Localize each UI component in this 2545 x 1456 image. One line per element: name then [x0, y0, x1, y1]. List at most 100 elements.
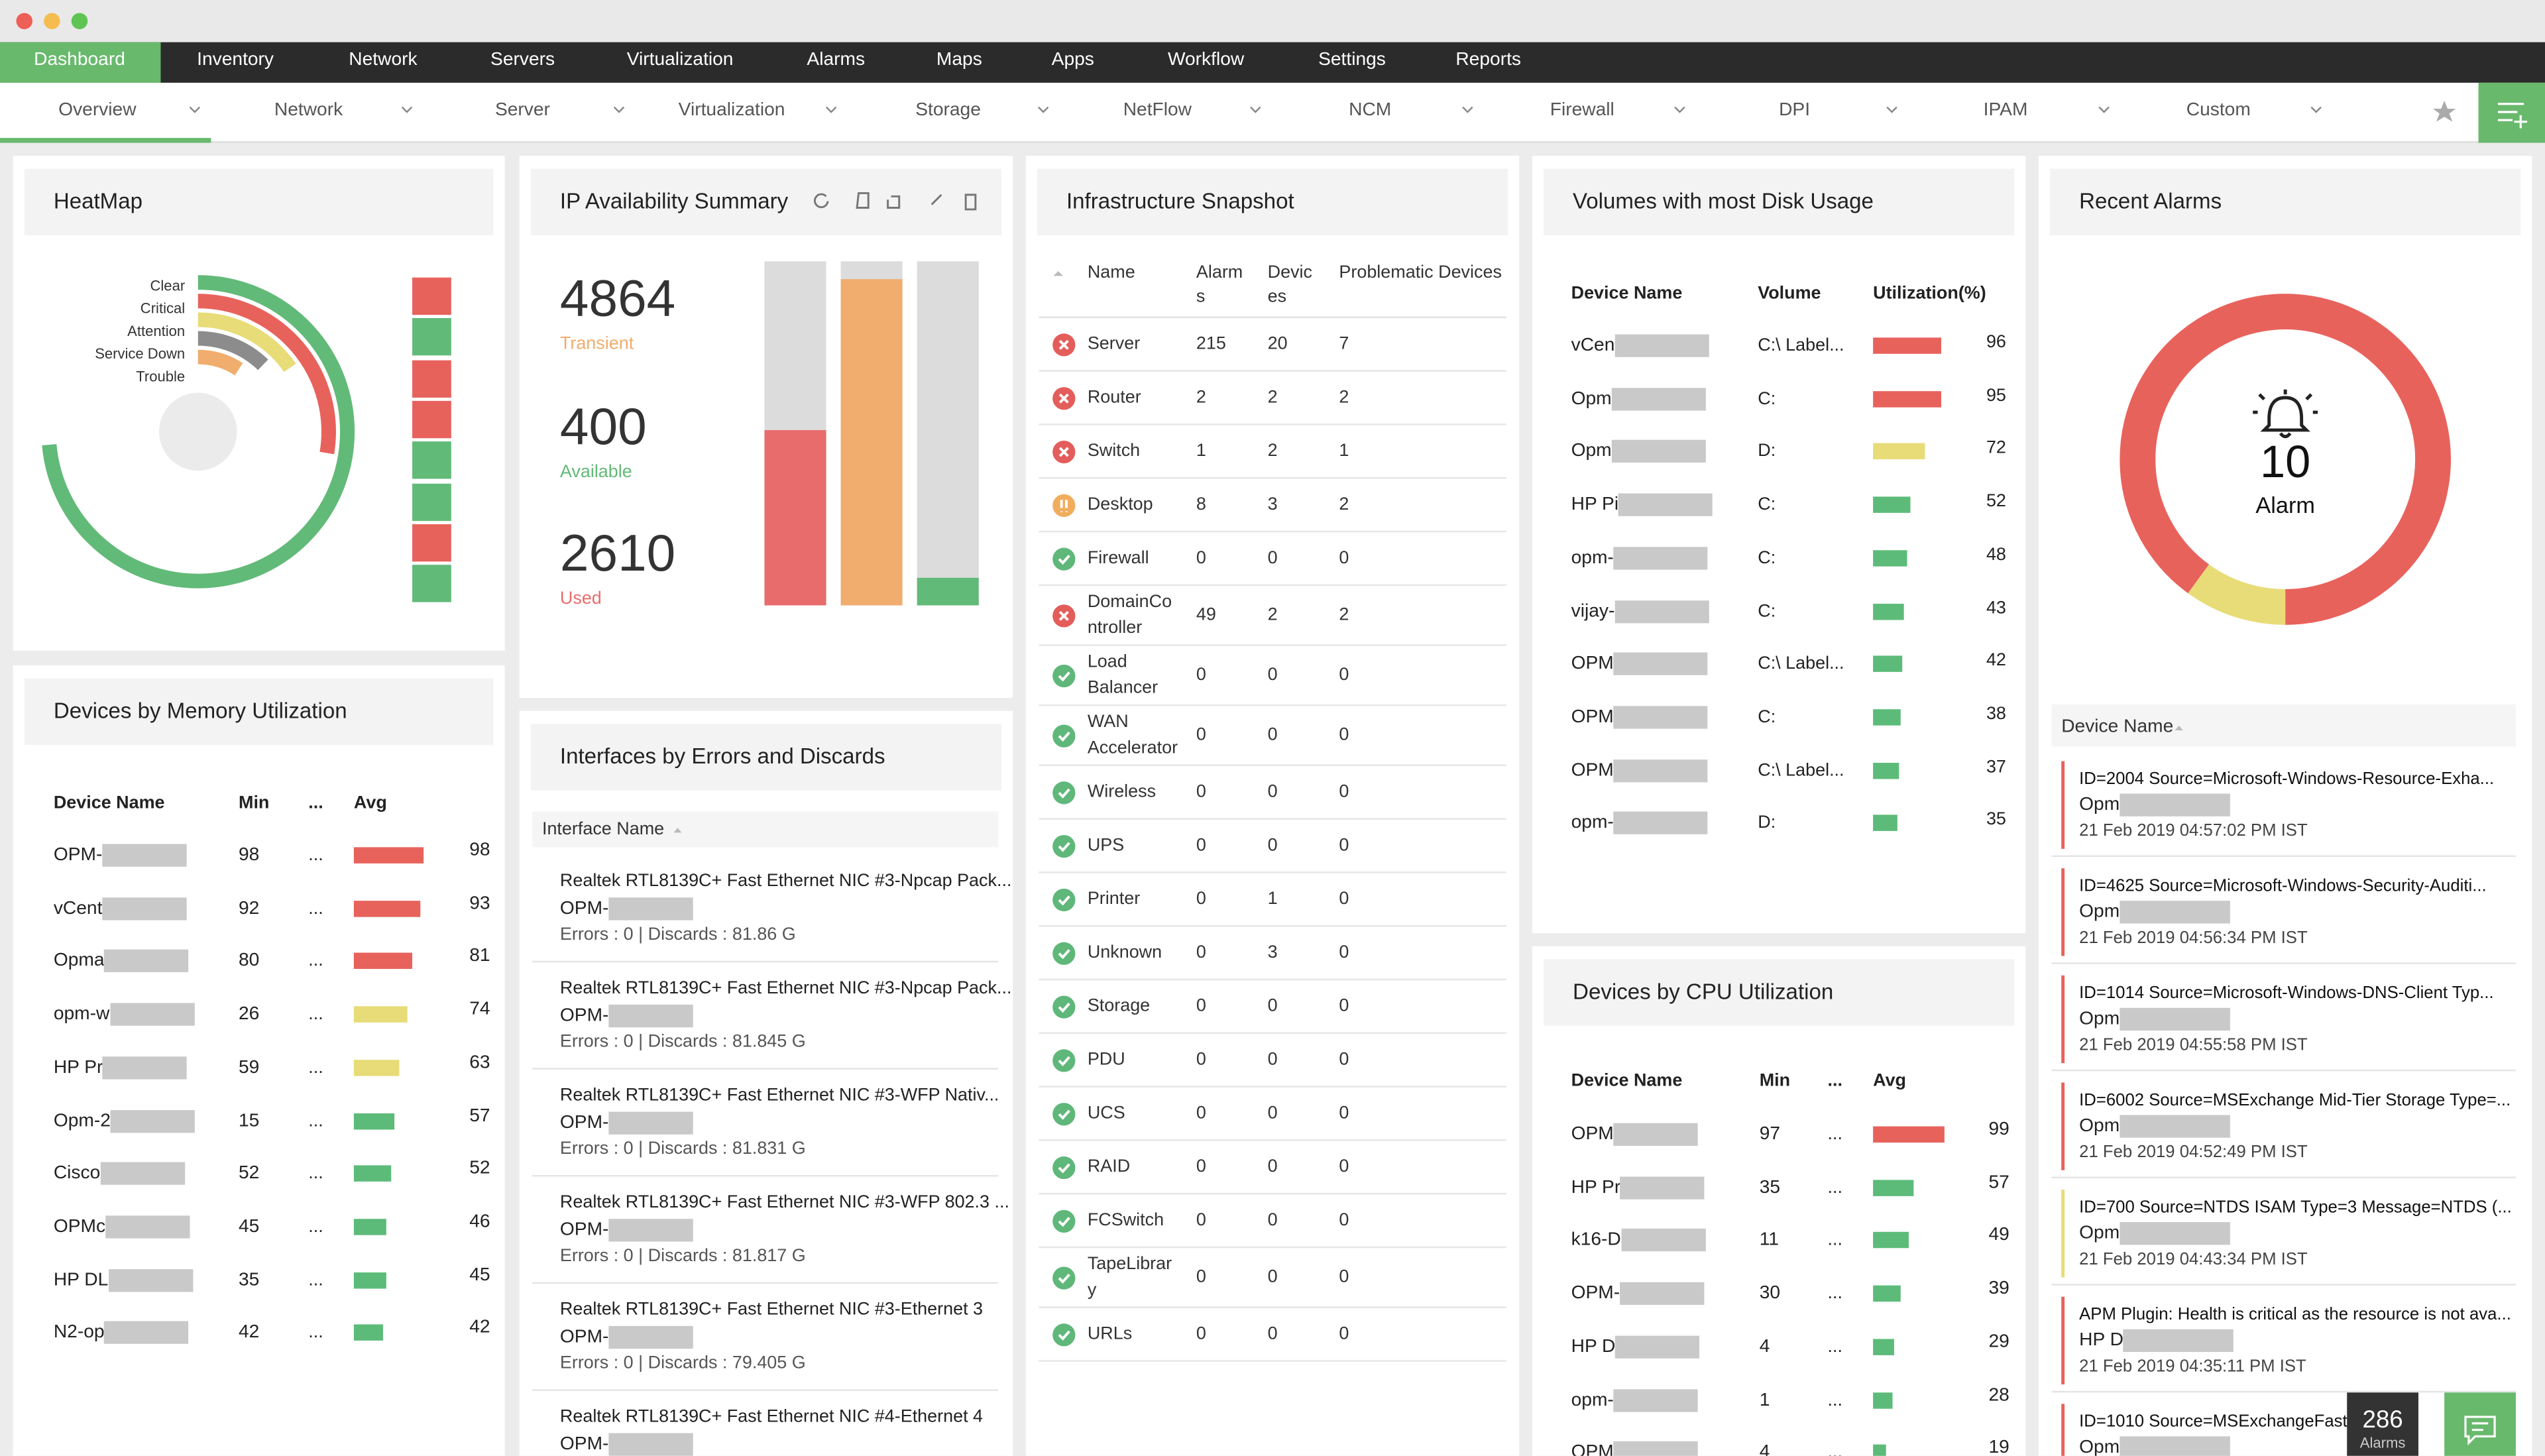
alarm-message[interactable]: ID=1014 Source=Microsoft-Windows-DNS-Cli…	[2079, 983, 2494, 1003]
main-nav-item[interactable]: Network	[349, 50, 418, 70]
alarm-badge-count[interactable]: 286	[2362, 1406, 2403, 1434]
heatmap-cell[interactable]	[412, 524, 451, 561]
heatmap-cell[interactable]	[412, 482, 451, 520]
table-row[interactable]: Storage 0 0 0	[1039, 980, 1506, 1035]
table-row[interactable]: FCSwitch 0 0 0	[1039, 1194, 1506, 1249]
table-row[interactable]: Router 2 2 2	[1039, 372, 1506, 425]
heatmap-cell[interactable]	[412, 400, 451, 438]
sub-nav-item[interactable]: DPI	[1779, 100, 1811, 121]
device-name-cell: opm-	[1571, 812, 1708, 835]
sub-nav-item[interactable]: NCM	[1349, 100, 1392, 121]
alarm-message[interactable]: ID=4625 Source=Microsoft-Windows-Securit…	[2079, 876, 2487, 896]
interface-name[interactable]: Realtek RTL8139C+ Fast Ethernet NIC #3-E…	[559, 1300, 984, 1320]
main-nav-item[interactable]: Workflow	[1167, 50, 1245, 70]
status-cell	[1039, 386, 1087, 410]
add-widget-button[interactable]	[2478, 82, 2545, 143]
status-dot	[1051, 1266, 1075, 1289]
min-value: 52	[239, 1164, 260, 1184]
interface-name[interactable]: Realtek RTL8139C+ Fast Ethernet NIC #3-W…	[559, 1086, 999, 1105]
main-nav-item[interactable]: Settings	[1318, 50, 1386, 70]
column-header[interactable]: Devices	[1267, 262, 1313, 307]
main-nav-item[interactable]: Virtualization	[626, 50, 734, 70]
heatmap-cell[interactable]	[412, 359, 451, 398]
sub-nav-item[interactable]: Overview	[58, 100, 137, 121]
interface-name[interactable]: Realtek RTL8139C+ Fast Ethernet NIC #3-N…	[559, 978, 1012, 999]
sub-nav-item[interactable]: NetFlow	[1123, 100, 1192, 121]
utilization-value: 37	[1986, 757, 2006, 777]
table-row[interactable]: WAN Accelerator 0 0 0	[1039, 706, 1506, 766]
main-nav-item[interactable]: Alarms	[807, 50, 866, 70]
heatmap-cell[interactable]	[412, 318, 451, 357]
column-header[interactable]: Name	[1087, 262, 1135, 283]
heatmap-cell[interactable]	[412, 277, 451, 315]
device-name-cell: vCen	[1571, 334, 1709, 357]
panel-header	[24, 678, 494, 746]
sub-nav-item[interactable]: Custom	[2186, 100, 2251, 121]
alarm-message[interactable]: ID=6002 Source=MSExchange Mid-Tier Stora…	[2079, 1090, 2511, 1111]
main-nav-item[interactable]: Maps	[936, 50, 982, 70]
heatmap-cell[interactable]	[412, 441, 451, 479]
separator	[532, 1175, 999, 1177]
main-nav-item[interactable]: Reports	[1455, 50, 1522, 70]
status-glyph	[1059, 499, 1067, 512]
heatmap-cell[interactable]	[412, 565, 451, 602]
alarm-time: 21 Feb 2019 04:43:34 PM IST	[2079, 1249, 2308, 1270]
alarm-message[interactable]: ID=1010 Source=MSExchangeFast...	[2079, 1412, 2362, 1432]
table-row[interactable]: Switch 1 2 1	[1039, 425, 1506, 479]
table-row[interactable]: Firewall 0 0 0	[1039, 532, 1506, 587]
hidden-columns: ...	[308, 1058, 323, 1078]
utilization-bar	[1873, 762, 1899, 779]
masked-name	[1613, 652, 1708, 676]
main-nav-item[interactable]: Dashboard	[34, 50, 125, 70]
sub-nav-item[interactable]: Storage	[915, 100, 981, 121]
table-row[interactable]: Desktop 8 3 2	[1039, 478, 1506, 533]
ip-bar	[917, 578, 979, 606]
table-row[interactable]: TapeLibrary 0 0 0	[1039, 1248, 1506, 1308]
table-row[interactable]: UCS 0 0 0	[1039, 1088, 1506, 1141]
min-value: 80	[239, 952, 260, 972]
main-nav-item[interactable]: Servers	[490, 50, 555, 70]
chat-button[interactable]	[2444, 1392, 2516, 1456]
table-row[interactable]: RAID 0 0 0	[1039, 1141, 1506, 1195]
utilization-bar	[1873, 1338, 1894, 1355]
column-header[interactable]: Device Name	[2061, 717, 2174, 737]
interface-name[interactable]: Realtek RTL8139C+ Fast Ethernet NIC #4-E…	[559, 1407, 984, 1427]
table-row[interactable]: DomainController 49 2 2	[1039, 586, 1506, 646]
table-row[interactable]: Unknown 0 3 0	[1039, 926, 1506, 981]
sub-nav-item[interactable]: Firewall	[1550, 100, 1614, 121]
hidden-columns: ...	[308, 1270, 323, 1290]
column-header: Volume	[1758, 284, 1821, 304]
device-name-cell: OPM-	[560, 1219, 693, 1242]
alarm-badge-label[interactable]: Alarms	[2359, 1434, 2406, 1451]
alarm-time: 21 Feb 2019 04:52:49 PM IST	[2079, 1143, 2308, 1162]
alarm-message[interactable]: ID=2004 Source=Microsoft-Windows-Resourc…	[2079, 769, 2495, 789]
device-name: HP DL	[53, 1270, 109, 1290]
interface-name[interactable]: Realtek RTL8139C+ Fast Ethernet NIC #3-N…	[559, 871, 1012, 891]
min-value: 30	[1759, 1284, 1781, 1304]
alarm-badge[interactable]	[2347, 1392, 2418, 1456]
device-count: 0	[1267, 725, 1278, 746]
table-row[interactable]: UPS 0 0 0	[1039, 820, 1506, 873]
column-header[interactable]: Interface Name	[541, 819, 665, 840]
table-row[interactable]: Load Balancer 0 0 0	[1039, 646, 1506, 706]
column-header[interactable]: Alarms	[1196, 262, 1243, 307]
sub-nav-item[interactable]: Server	[494, 100, 550, 121]
table-row[interactable]: URLs 0 0 0	[1039, 1308, 1506, 1362]
main-nav-item[interactable]: Apps	[1051, 50, 1094, 70]
alarm-message[interactable]: ID=700 Source=NTDS ISAM Type=3 Message=N…	[2079, 1198, 2512, 1217]
alarm-message[interactable]: APM Plugin: Health is critical as the re…	[2079, 1304, 2511, 1325]
sub-nav-item[interactable]: Virtualization	[678, 100, 785, 121]
sub-nav-item[interactable]: IPAM	[1983, 100, 2028, 121]
main-nav-item[interactable]: Inventory	[197, 50, 274, 70]
masked-name	[1614, 334, 1709, 357]
interface-name[interactable]: Realtek RTL8139C+ Fast Ethernet NIC #3-W…	[559, 1193, 1009, 1213]
table-row[interactable]: Printer 0 1 0	[1039, 873, 1506, 927]
sub-nav-item[interactable]: Network	[274, 100, 343, 121]
masked-name	[1613, 812, 1708, 835]
table-row[interactable]: Wireless 0 0 0	[1039, 766, 1506, 820]
ip-bar-track	[917, 261, 979, 606]
table-row[interactable]: PDU 0 0 0	[1039, 1034, 1506, 1088]
table-row[interactable]: Server 215 20 7	[1039, 318, 1506, 372]
min-value: 35	[1759, 1178, 1781, 1198]
column-header[interactable]: Problematic Devices	[1339, 262, 1502, 283]
